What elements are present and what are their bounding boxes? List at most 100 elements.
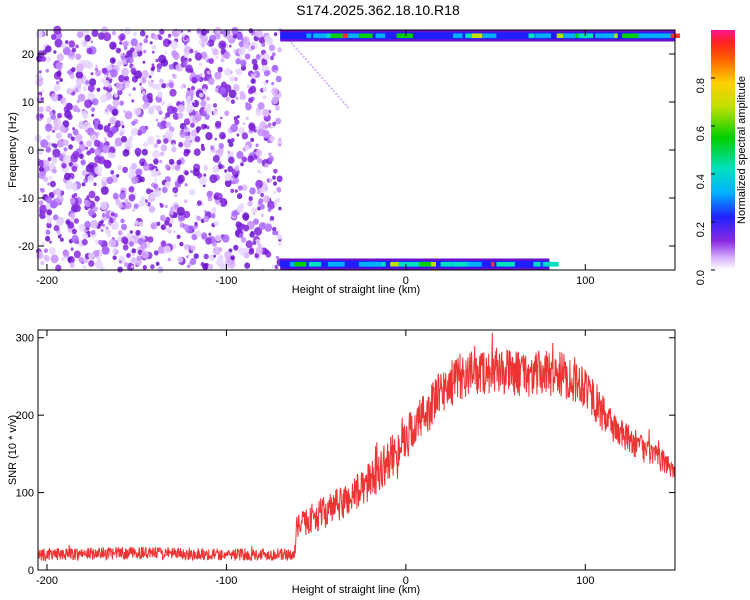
spectrogram-point [250, 75, 254, 79]
spectrogram-point [186, 149, 191, 154]
spectrogram-point [38, 94, 42, 99]
spectrogram-point [183, 118, 191, 126]
spectrogram-point [240, 162, 244, 167]
spectrogram-point [49, 240, 52, 244]
spectrogram-point [74, 204, 81, 213]
spectrogram-point [225, 257, 232, 265]
spectrogram-point [122, 166, 128, 174]
spectrogram-point [259, 121, 267, 130]
spectrogram-point [318, 74, 322, 77]
spectrogram-point [142, 60, 146, 64]
spectrogram-point [140, 86, 144, 90]
spectrogram-point [124, 262, 129, 268]
spectrogram-point [302, 55, 305, 58]
spectrogram-point [66, 71, 69, 74]
spectrogram-point [134, 147, 142, 156]
spectrogram-point [125, 205, 129, 209]
spectrogram-point [175, 63, 183, 72]
spectrogram-point [115, 47, 121, 54]
spectrogram-point [186, 255, 189, 259]
spectrogram-point [307, 60, 310, 64]
spectrogram-point [278, 241, 282, 246]
spectrogram-point [64, 172, 71, 181]
spectrogram-point [213, 254, 216, 258]
y-tick-label: -10 [18, 193, 34, 205]
snr-x-axis-label: Height of straight line (km) [292, 584, 420, 596]
spectrogram-point [92, 98, 99, 106]
spectrogram-point [255, 239, 260, 244]
spectrogram-point [191, 129, 197, 137]
spectrogram-point [168, 223, 173, 228]
spectrogram-point [293, 44, 296, 48]
spectrogram-point [229, 44, 232, 48]
spectrogram-point [85, 164, 94, 173]
spectrogram-point [157, 68, 161, 73]
spectrogram-point [332, 90, 336, 93]
spectrogram-point [45, 68, 49, 73]
spectrogram-point [105, 108, 108, 112]
spectrogram-point [236, 150, 244, 159]
spectrogram-point [155, 168, 159, 172]
spectrogram-point [122, 244, 129, 251]
spectrogram-point [130, 67, 137, 75]
spectrogram-point [210, 213, 216, 219]
spectrogram-point [177, 112, 184, 119]
spectrogram-point [215, 55, 219, 60]
spectrogram-point [72, 129, 79, 136]
spectrogram-point [272, 226, 277, 232]
y-tick-label: 0 [28, 145, 34, 157]
spectrogram-point [311, 66, 315, 69]
spectrogram-point [134, 43, 143, 52]
spectrogram-point [176, 159, 182, 166]
spectrogram-point [124, 110, 133, 120]
spectrogram-point [192, 100, 195, 103]
spectrogram-point [249, 187, 256, 195]
spectrogram-point [265, 187, 268, 191]
spectrogram-point [71, 234, 79, 244]
spectrogram-point [154, 178, 158, 182]
spectrogram-point [181, 32, 186, 37]
spectrogram-point [255, 29, 264, 38]
spectrogram-point [271, 87, 279, 96]
spectrogram-point [233, 116, 238, 121]
spectrogram-point [309, 63, 312, 66]
spectrogram-point [213, 109, 219, 116]
spectrogram-point [93, 182, 97, 186]
spectrogram-point [184, 170, 189, 176]
spectrogram-point [57, 120, 61, 125]
spectrogram-point [202, 263, 209, 270]
spectrogram-point [159, 151, 165, 157]
spectrogram-point [131, 164, 134, 167]
spectrogram-point [128, 194, 136, 202]
spectrogram-point [155, 58, 159, 63]
spectrogram-point [139, 114, 143, 118]
spectrogram-point [159, 78, 164, 84]
spectrogram-point [84, 220, 91, 229]
spectrogram-point [269, 135, 275, 142]
spectrogram-point [277, 47, 283, 53]
spectrogram-point [144, 201, 149, 206]
spectrogram-point [242, 122, 246, 125]
spectrogram-point [126, 232, 133, 240]
spectrogram-point [183, 139, 192, 148]
spectrogram-point [68, 144, 73, 150]
spectrogram-point [172, 212, 176, 215]
spectrogram-point [265, 79, 269, 83]
spectrogram-point [206, 125, 210, 130]
spectrogram-point [46, 209, 53, 216]
spectrogram-point [61, 42, 67, 49]
spectrogram-point [186, 37, 191, 43]
spectrogram-point [67, 113, 73, 120]
spectrogram-point [250, 45, 255, 50]
spectrogram-point [172, 112, 180, 120]
spectrogram-point [38, 70, 42, 74]
spectrogram-point [254, 92, 257, 96]
spectrogram-point [212, 246, 221, 256]
spectrogram-point [103, 137, 108, 142]
spectrogram-point [212, 206, 217, 211]
spectrogram-point [221, 234, 230, 243]
spectrogram-point [160, 240, 167, 247]
spectrogram-point [100, 94, 108, 103]
spectrogram-point [212, 103, 218, 108]
spectrogram-point [271, 81, 275, 86]
